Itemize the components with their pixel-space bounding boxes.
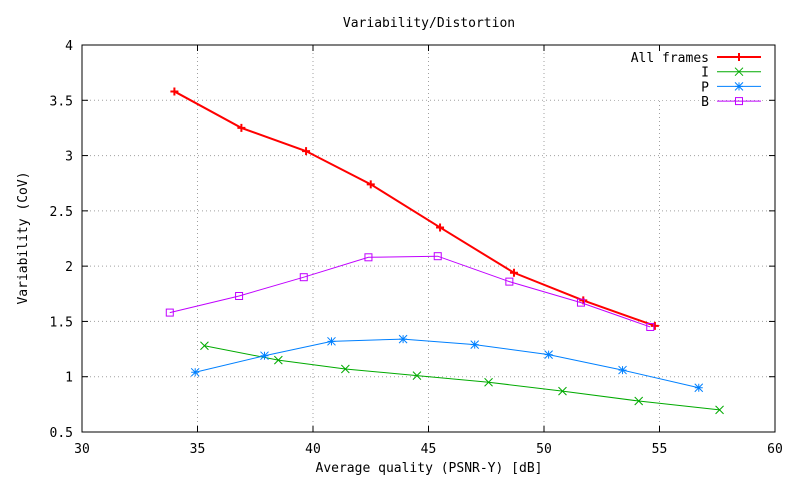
data-point-i (715, 405, 724, 415)
x-tick-label: 35 (190, 442, 206, 457)
data-point-all-frames (366, 180, 375, 189)
data-point-all-frames (237, 123, 246, 132)
x-tick-label: 60 (767, 442, 783, 457)
series-p (190, 334, 704, 393)
x-tick-label: 40 (305, 442, 321, 457)
data-point-p (260, 351, 269, 361)
data-point-i (484, 377, 493, 387)
x-tick-label: 50 (536, 442, 552, 457)
series-all-frames (170, 87, 659, 330)
legend-label-b: B (701, 95, 709, 110)
data-point-b (364, 253, 373, 262)
data-point-all-frames (436, 223, 445, 232)
series-i (200, 341, 724, 415)
series-b (165, 252, 655, 331)
data-point-i (273, 355, 283, 365)
data-point-i (200, 341, 209, 351)
data-point-p (190, 367, 200, 377)
data-point-b (576, 298, 585, 307)
y-tick-label: 1.5 (50, 315, 73, 330)
data-point-i (340, 364, 350, 374)
data-point-b (646, 322, 655, 331)
legend-label-p: P (701, 80, 709, 95)
data-point-i (634, 396, 644, 406)
legend-entry-p: P (701, 80, 761, 95)
data-point-i (558, 386, 567, 396)
legend-label-i: I (701, 66, 709, 81)
data-point-p (327, 336, 336, 346)
series-line-b (169, 255, 651, 328)
data-point-b (299, 273, 308, 282)
data-point-b (235, 291, 244, 300)
legend-entry-all-frames: All frames (631, 51, 761, 66)
data-point-b (505, 277, 514, 286)
y-tick-label: 3.5 (50, 94, 73, 109)
legend-entry-b: B (701, 95, 761, 110)
legend-entry-i: I (701, 66, 761, 81)
x-tick-label: 45 (421, 442, 437, 457)
data-point-b (165, 308, 174, 317)
y-tick-label: 4 (65, 39, 73, 54)
y-tick-label: 0.5 (50, 426, 73, 441)
data-point-p (694, 383, 704, 393)
data-point-all-frames (302, 147, 311, 156)
y-tick-label: 2.5 (50, 205, 73, 220)
series-line-p (195, 338, 699, 389)
data-point-i (412, 371, 422, 380)
data-point-p (618, 365, 627, 375)
y-tick-label: 1 (65, 371, 73, 386)
grid-lines (82, 45, 775, 432)
data-point-all-frames (509, 268, 518, 277)
y-tick-label: 2 (65, 260, 73, 275)
data-point-p (544, 350, 553, 359)
y-axis-label: Variability (CoV) (16, 171, 31, 304)
chart-title: Variability/Distortion (343, 16, 515, 31)
y-tick-label: 3 (65, 150, 73, 165)
data-point-all-frames (650, 321, 659, 330)
series-line-i (204, 345, 720, 411)
data-point-all-frames (170, 87, 179, 96)
data-point-b (433, 252, 442, 261)
axis-ticks: 30 35 40 45 50 55 60 0.5 1 1.5 2 2.5 3 3.5 4 (50, 39, 783, 457)
legend-label-all-frames: All frames (631, 51, 709, 66)
data-point-p (398, 334, 408, 344)
data-series (165, 87, 724, 415)
x-tick-label: 30 (74, 442, 90, 457)
data-point-p (470, 340, 480, 350)
series-line-all-frames (173, 90, 656, 327)
x-tick-label: 55 (652, 442, 668, 457)
x-axis-label: Average quality (PSNR-Y) [dB] (316, 461, 543, 476)
